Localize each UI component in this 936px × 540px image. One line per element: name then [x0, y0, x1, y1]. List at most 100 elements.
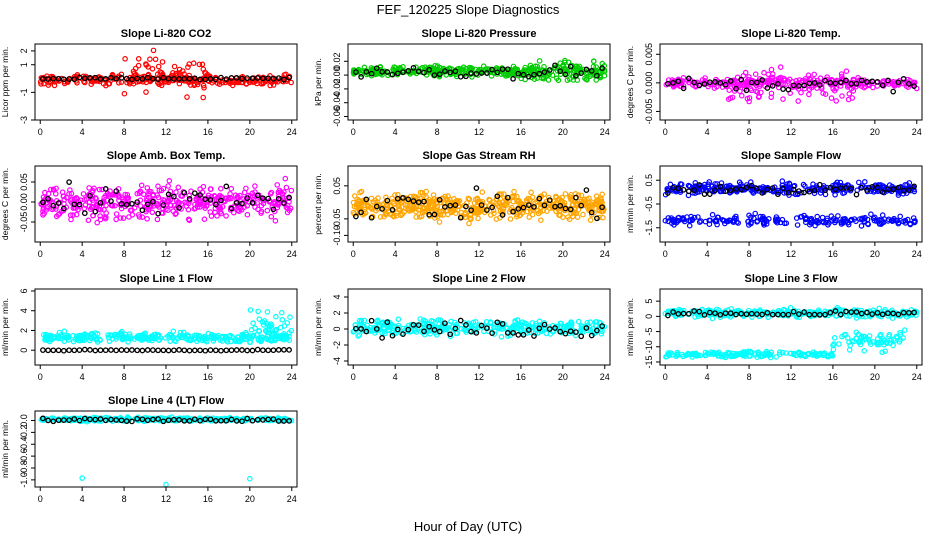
- mean-point: [108, 74, 114, 81]
- mean-point: [900, 187, 907, 194]
- data-point: [197, 333, 204, 340]
- mean-point: [165, 191, 172, 198]
- mean-point: [181, 417, 188, 424]
- data-point: [830, 346, 837, 353]
- data-point: [105, 332, 111, 338]
- data-point: [429, 198, 436, 204]
- data-point: [121, 90, 128, 97]
- data-point: [833, 98, 840, 104]
- data-point: [846, 347, 853, 353]
- mean-point: [864, 187, 870, 193]
- mean-point: [207, 347, 214, 353]
- mean-point: [171, 347, 177, 354]
- point-layer: [350, 57, 608, 84]
- data-point: [774, 219, 781, 226]
- data-point: [695, 214, 701, 220]
- x-tick-label: 4: [705, 372, 710, 382]
- data-point: [400, 64, 406, 70]
- x-tick-label: 8: [747, 249, 752, 259]
- data-point: [422, 208, 429, 215]
- y-tick-label: 6: [19, 288, 29, 293]
- data-point: [112, 202, 118, 209]
- x-tick-label: 16: [203, 249, 213, 259]
- mean-point: [552, 325, 558, 331]
- mean-point: [160, 74, 167, 81]
- y-tick-label: -1.5: [644, 220, 654, 236]
- mean-point: [457, 73, 464, 80]
- mean-point: [552, 203, 558, 210]
- data-point: [252, 189, 258, 195]
- data-point: [706, 179, 713, 185]
- data-point: [592, 322, 599, 329]
- data-point: [600, 214, 606, 221]
- mean-point: [541, 321, 548, 328]
- data-point: [890, 342, 896, 349]
- data-point: [231, 204, 238, 211]
- mean-point: [228, 75, 235, 81]
- data-point: [279, 316, 286, 323]
- data-point: [496, 200, 503, 207]
- data-point: [580, 202, 587, 209]
- data-point: [584, 319, 591, 326]
- data-point: [842, 216, 848, 222]
- data-point: [218, 210, 225, 217]
- mean-point: [680, 310, 687, 317]
- mean-point: [837, 311, 844, 318]
- plot-frame: [347, 43, 611, 121]
- x-tick-label: 16: [516, 127, 526, 137]
- mean-point: [270, 75, 277, 82]
- data-point: [165, 183, 172, 189]
- data-point: [40, 331, 47, 338]
- data-point: [505, 333, 511, 339]
- mean-point: [848, 81, 855, 87]
- data-point: [122, 331, 129, 338]
- data-point: [155, 63, 162, 70]
- x-tick-label: 12: [161, 249, 171, 259]
- mean-point: [573, 194, 579, 201]
- y-tick-label: -0.02: [332, 79, 342, 100]
- y-tick-label: -0.05: [19, 212, 29, 233]
- mean-point: [118, 347, 125, 353]
- mean-point: [160, 202, 167, 208]
- mean-point: [827, 184, 834, 191]
- data-point: [570, 77, 577, 83]
- mean-point: [191, 190, 198, 197]
- mean-point: [484, 70, 490, 76]
- mean-point: [102, 417, 109, 424]
- data-point: [580, 211, 586, 218]
- mean-point: [353, 325, 359, 332]
- mean-point: [484, 325, 490, 332]
- x-tick-label: 8: [122, 249, 127, 259]
- mean-point: [879, 189, 886, 195]
- data-point: [599, 191, 606, 198]
- x-tick-label: 8: [747, 127, 752, 137]
- data-point: [207, 200, 214, 206]
- data-point: [272, 200, 279, 206]
- mean-point: [801, 82, 807, 89]
- data-point: [129, 212, 136, 218]
- y-tick-label: 0.5: [644, 174, 654, 187]
- mean-point: [759, 77, 766, 83]
- data-point: [836, 341, 842, 347]
- data-point: [727, 189, 734, 196]
- data-point: [247, 475, 253, 482]
- data-point: [544, 208, 550, 215]
- data-point: [516, 322, 522, 329]
- y-axis-label: degrees C per min.: [625, 46, 635, 118]
- y-tick-label: -2: [332, 341, 342, 349]
- data-point: [154, 216, 161, 223]
- data-point: [540, 74, 547, 81]
- data-point: [501, 191, 507, 197]
- point-layer: [40, 307, 295, 354]
- mean-point: [520, 331, 527, 338]
- data-point: [709, 183, 715, 189]
- mean-point: [270, 416, 277, 422]
- mean-point: [738, 76, 745, 83]
- x-tick-label: 24: [600, 372, 610, 382]
- data-point: [436, 209, 443, 215]
- data-point: [545, 77, 552, 83]
- data-point: [252, 183, 258, 189]
- x-tick-label: 12: [474, 249, 484, 259]
- data-point: [463, 65, 469, 72]
